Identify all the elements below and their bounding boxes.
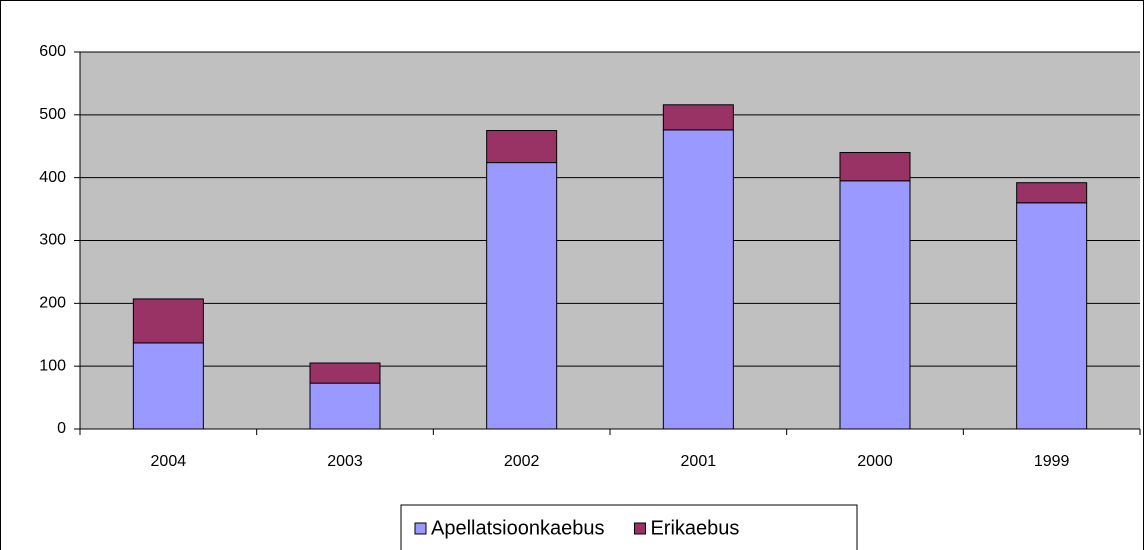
y-tick-label: 400 [39,169,66,186]
legend-box [400,504,858,550]
bar-segment [662,129,734,430]
x-tick-label: 2001 [681,453,717,470]
bar-segment [662,104,734,131]
x-tick-label: 2004 [151,453,187,470]
bar-segment [1016,182,1088,204]
bar-segment [486,130,558,164]
bar-segment [1016,202,1088,430]
bar-segment [486,162,558,430]
x-tick-label: 2002 [504,453,540,470]
bar-segment [132,342,204,430]
y-tick-label: 500 [39,106,66,123]
legend-label: Apellatsioonkaebus [431,517,604,539]
legend-label: Erikaebus [650,517,739,539]
bar-segment [839,152,911,182]
bar-segment [309,382,381,430]
legend-swatch [633,522,646,535]
y-tick-label: 300 [39,232,66,249]
x-tick-label: 2000 [857,453,893,470]
legend-swatch [414,522,427,535]
x-tick-label: 1999 [1034,453,1070,470]
y-tick-label: 0 [57,420,66,437]
bar-segment [839,180,911,430]
y-tick-label: 100 [39,357,66,374]
y-tick-label: 600 [39,43,66,60]
bar-segment [309,362,381,384]
x-tick-label: 2003 [327,453,363,470]
y-tick-label: 200 [39,295,66,312]
bar-segment [132,298,204,344]
